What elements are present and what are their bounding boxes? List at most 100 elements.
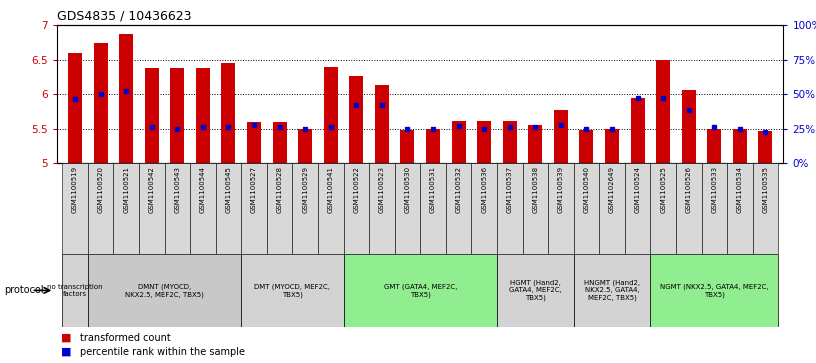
Bar <box>650 163 676 254</box>
Bar <box>522 163 548 254</box>
Text: GSM1102649: GSM1102649 <box>609 166 615 213</box>
Bar <box>733 129 747 163</box>
Bar <box>247 122 261 163</box>
Bar <box>344 254 497 327</box>
Bar <box>298 129 313 163</box>
Text: GSM1100542: GSM1100542 <box>149 166 155 213</box>
Text: ■: ■ <box>61 333 72 343</box>
Bar <box>631 98 645 163</box>
Bar <box>472 163 497 254</box>
Text: GSM1100522: GSM1100522 <box>353 166 359 213</box>
Text: GSM1100535: GSM1100535 <box>762 166 769 213</box>
Text: GDS4835 / 10436623: GDS4835 / 10436623 <box>57 10 192 23</box>
Bar <box>88 254 242 327</box>
Bar <box>318 163 344 254</box>
Bar <box>324 67 338 163</box>
Text: GSM1100523: GSM1100523 <box>379 166 385 213</box>
Bar <box>579 130 593 163</box>
Bar <box>681 90 696 163</box>
Text: ■: ■ <box>61 347 72 357</box>
Bar <box>702 163 727 254</box>
Text: GSM1100532: GSM1100532 <box>455 166 462 213</box>
Bar <box>190 163 215 254</box>
Text: DMT (MYOCD, MEF2C,
TBX5): DMT (MYOCD, MEF2C, TBX5) <box>255 283 330 298</box>
Text: GSM1100524: GSM1100524 <box>635 166 641 213</box>
Text: GSM1100527: GSM1100527 <box>251 166 257 213</box>
Bar <box>165 163 190 254</box>
Bar <box>497 254 574 327</box>
Text: GSM1100536: GSM1100536 <box>481 166 487 213</box>
Bar <box>139 163 165 254</box>
Bar <box>62 254 88 327</box>
Bar <box>676 163 702 254</box>
Bar <box>68 53 82 163</box>
Bar <box>273 122 286 163</box>
Text: HGMT (Hand2,
GATA4, MEF2C,
TBX5): HGMT (Hand2, GATA4, MEF2C, TBX5) <box>509 280 561 301</box>
Bar <box>477 121 491 163</box>
Text: DMNT (MYOCD,
NKX2.5, MEF2C, TBX5): DMNT (MYOCD, NKX2.5, MEF2C, TBX5) <box>125 283 204 298</box>
Bar <box>242 254 344 327</box>
Bar <box>221 63 236 163</box>
Bar <box>599 163 625 254</box>
Text: GSM1100540: GSM1100540 <box>583 166 589 213</box>
Bar <box>215 163 242 254</box>
Text: HNGMT (Hand2,
NKX2.5, GATA4,
MEF2C, TBX5): HNGMT (Hand2, NKX2.5, GATA4, MEF2C, TBX5… <box>584 280 640 301</box>
Bar <box>369 163 395 254</box>
Bar <box>528 125 543 163</box>
Bar <box>62 163 88 254</box>
Text: GSM1100543: GSM1100543 <box>175 166 180 213</box>
Text: GSM1100529: GSM1100529 <box>302 166 308 213</box>
Bar <box>574 163 599 254</box>
Bar <box>395 163 420 254</box>
Bar <box>349 77 363 163</box>
Bar <box>503 121 517 163</box>
Text: GSM1100521: GSM1100521 <box>123 166 129 213</box>
Text: GSM1100525: GSM1100525 <box>660 166 666 213</box>
Text: GSM1100519: GSM1100519 <box>72 166 78 213</box>
Text: GSM1100537: GSM1100537 <box>507 166 512 213</box>
Bar <box>548 163 574 254</box>
Bar <box>497 163 522 254</box>
Text: GSM1100531: GSM1100531 <box>430 166 436 213</box>
Text: GSM1100539: GSM1100539 <box>558 166 564 213</box>
Text: GSM1100534: GSM1100534 <box>737 166 743 213</box>
Text: GSM1100545: GSM1100545 <box>225 166 232 213</box>
Bar <box>625 163 650 254</box>
Bar <box>171 68 184 163</box>
Bar <box>451 121 466 163</box>
Bar <box>446 163 472 254</box>
Bar <box>267 163 292 254</box>
Text: transformed count: transformed count <box>80 333 171 343</box>
Text: no transcription
factors: no transcription factors <box>47 284 103 297</box>
Bar <box>88 163 113 254</box>
Bar <box>656 60 670 163</box>
Bar <box>94 42 108 163</box>
Text: GSM1100528: GSM1100528 <box>277 166 282 213</box>
Bar <box>758 131 773 163</box>
Text: protocol: protocol <box>4 285 44 295</box>
Bar <box>401 130 415 163</box>
Bar <box>242 163 267 254</box>
Bar <box>113 163 139 254</box>
Text: GSM1100520: GSM1100520 <box>98 166 104 213</box>
Bar <box>344 163 369 254</box>
Bar <box>420 163 446 254</box>
Bar <box>574 254 650 327</box>
Text: GSM1100530: GSM1100530 <box>405 166 410 213</box>
Bar <box>144 68 159 163</box>
Bar <box>554 110 568 163</box>
Bar <box>196 68 210 163</box>
Bar <box>426 129 440 163</box>
Bar <box>375 85 389 163</box>
Text: GSM1100533: GSM1100533 <box>712 166 717 213</box>
Text: NGMT (NKX2.5, GATA4, MEF2C,
TBX5): NGMT (NKX2.5, GATA4, MEF2C, TBX5) <box>660 283 769 298</box>
Bar <box>707 129 721 163</box>
Text: GSM1100544: GSM1100544 <box>200 166 206 213</box>
Text: percentile rank within the sample: percentile rank within the sample <box>80 347 245 357</box>
Bar <box>119 34 133 163</box>
Text: GSM1100526: GSM1100526 <box>685 166 692 213</box>
Bar <box>727 163 752 254</box>
Text: GSM1100538: GSM1100538 <box>532 166 539 213</box>
Bar <box>605 129 619 163</box>
Bar <box>292 163 318 254</box>
